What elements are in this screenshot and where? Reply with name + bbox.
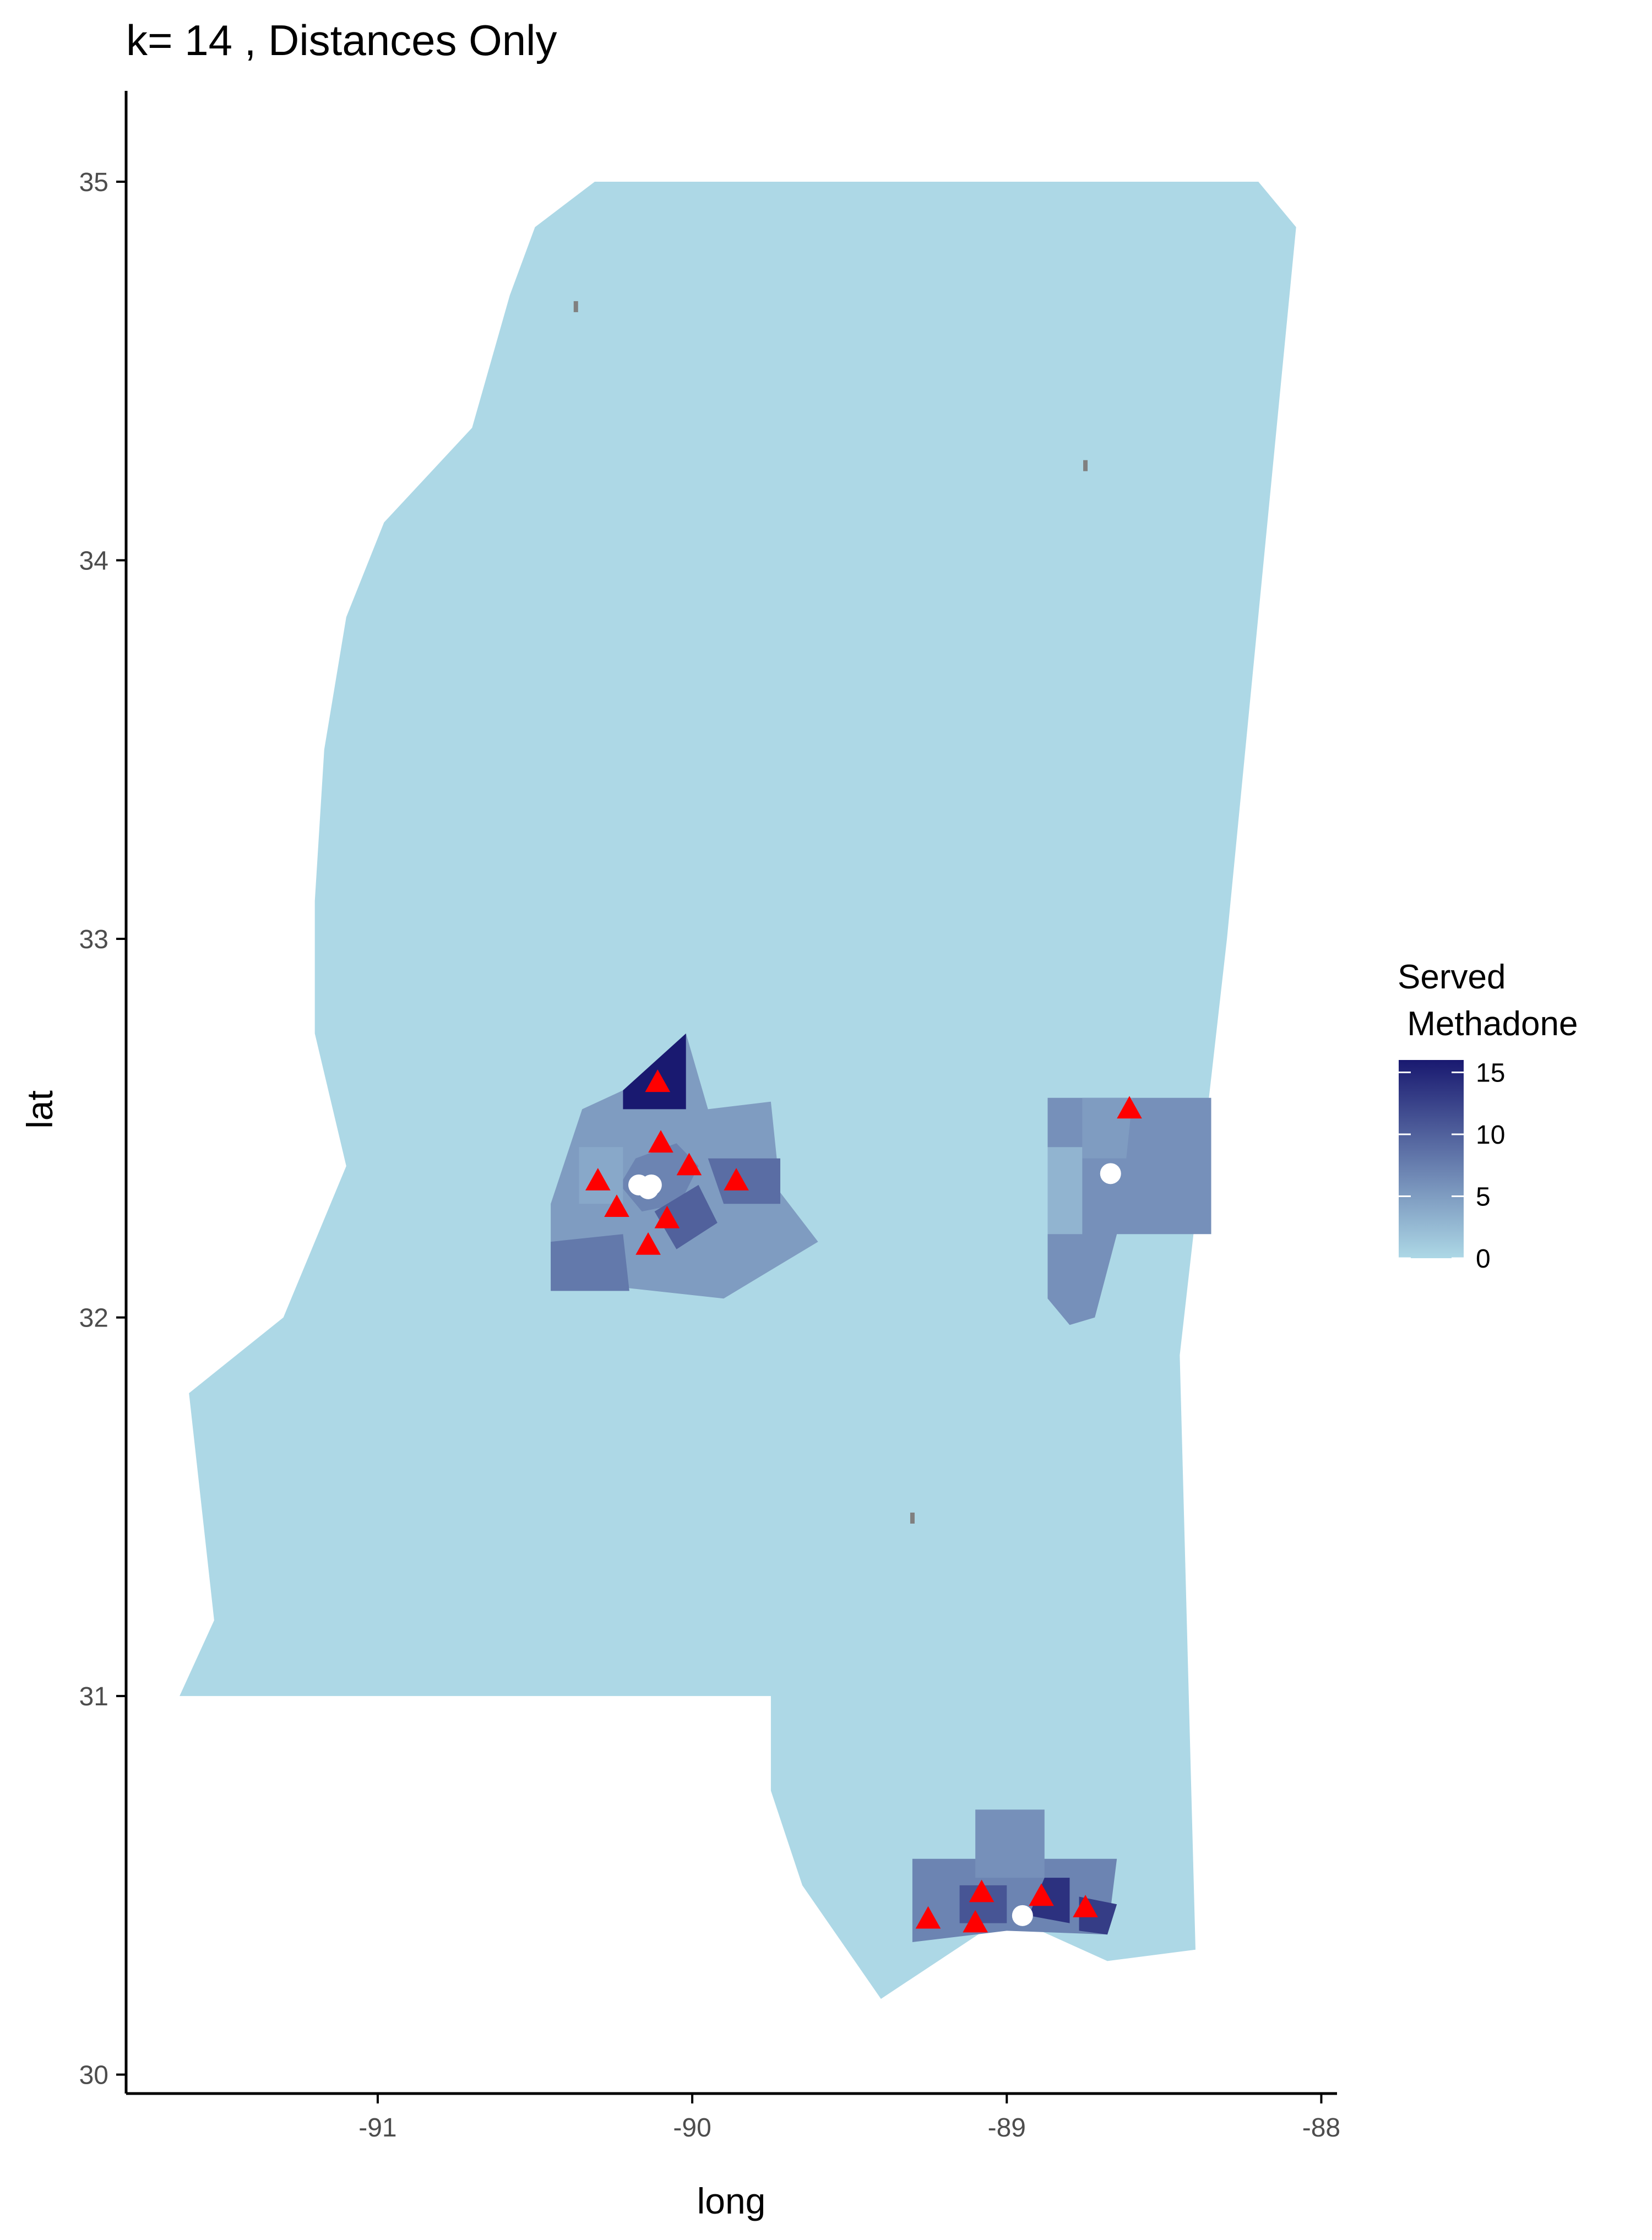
facility-triangle [1029,1883,1054,1906]
y-tick-label: 33 [79,925,108,954]
legend-colorbar [1399,1060,1464,1258]
x-axis-ticks: -91 -90 -89 -88 [358,2094,1340,2143]
y-tick-label: 32 [79,1304,108,1333]
facility-triangle [915,1906,941,1929]
legend-ticks: 15 10 5 0 [1399,1059,1505,1274]
legend-tick-label: 10 [1476,1121,1505,1150]
legend-tick-label: 15 [1476,1059,1505,1088]
y-tick-label: 34 [79,547,108,576]
served-region [1047,1147,1083,1235]
legend-tick-label: 0 [1476,1244,1491,1274]
x-tick-label: -89 [988,2113,1026,2143]
y-axis-ticks: 30 31 32 33 34 35 [79,168,126,2090]
served-region [959,1885,1007,1923]
y-tick-label: 31 [79,1682,108,1711]
facility-triangle [676,1152,702,1176]
served-region [654,1184,718,1249]
legend: Served Methadone 15 10 5 0 [1398,958,1578,1274]
x-tick-label: -90 [673,2113,711,2143]
facility-triangle [1073,1895,1098,1917]
y-tick-label: 35 [79,168,108,197]
x-tick-label: -88 [1302,2113,1340,2143]
facility-triangle [585,1168,611,1190]
facility-triangle [1117,1096,1142,1119]
center-circle [1100,1163,1121,1184]
y-axis-label: lat [19,1090,60,1129]
center-circle [638,1178,659,1199]
center-circle [1012,1905,1033,1926]
x-tick-label: -91 [358,2113,396,2143]
legend-title-line1: Served [1398,958,1506,996]
facility-triangle [635,1232,661,1255]
map-speck [573,301,578,312]
served-region [708,1158,780,1204]
facility-triangle [724,1168,749,1190]
map-speck [910,1512,915,1524]
facility-triangle [648,1130,673,1153]
facility-triangle [963,1910,988,1933]
facility-triangle [654,1205,680,1228]
state-area [180,182,1296,1999]
legend-title-line2: Methadone [1398,1005,1578,1043]
facility-triangle [645,1069,671,1092]
map-speck [1083,460,1088,471]
chart-title: k= 14 , Distances Only [126,16,557,64]
facility-triangle [604,1194,629,1217]
y-tick-label: 30 [79,2061,108,2090]
x-axis-label: long [697,2181,766,2221]
map-panel [180,182,1296,1999]
served-region [551,1234,629,1291]
axes: -91 -90 -89 -88 30 31 32 33 34 35 [79,91,1340,2143]
served-region [623,1033,686,1110]
served-region [975,1809,1045,1878]
facility-triangle [969,1879,995,1902]
legend-tick-label: 5 [1476,1183,1491,1212]
